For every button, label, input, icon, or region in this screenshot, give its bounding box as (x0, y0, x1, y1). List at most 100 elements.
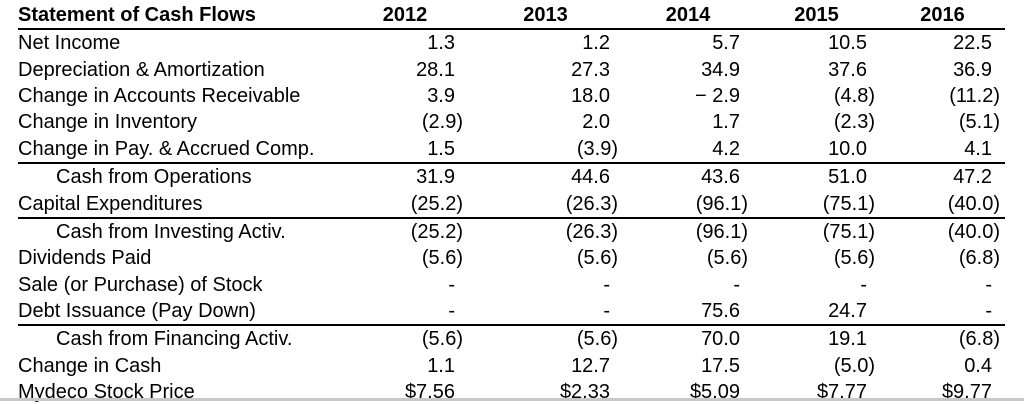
value-cell: 27.3 (571, 58, 610, 81)
value-cell: 17.5 (701, 354, 740, 377)
value-cell: 5.7 (712, 32, 740, 55)
table-row-depreciation-amortization: Depreciation & Amortization 28.1 27.3 34… (18, 56, 1005, 82)
value-cell: (25.2) (410, 192, 463, 215)
value-cell: (26.3) (565, 192, 618, 215)
value-cell: 47.2 (953, 166, 992, 189)
row-label: Capital Expenditures (18, 192, 203, 215)
row-label: Debt Issuance (Pay Down) (18, 300, 256, 323)
row-label: Cash from Operations (56, 166, 252, 189)
value-cell: 51.0 (828, 166, 867, 189)
value-cell: 10.0 (828, 137, 867, 160)
value-cell: - (603, 300, 610, 323)
value-cell: (5.6) (576, 247, 618, 270)
value-cell: 2.0 (582, 111, 610, 134)
table-row-debt-issuance: Debt Issuance (Pay Down) - - 75.6 24.7 - (18, 298, 1005, 325)
value-cell: 1.5 (427, 137, 455, 160)
value-cell: 1.2 (582, 32, 610, 55)
value-cell: (5.6) (421, 328, 463, 351)
value-cell: 3.9 (427, 84, 455, 107)
row-label: Cash from Financing Activ. (56, 328, 293, 351)
value-cell: 4.2 (712, 137, 740, 160)
value-cell: (96.1) (695, 192, 748, 215)
value-cell: - (603, 273, 610, 296)
value-cell: 34.9 (701, 58, 740, 81)
value-cell: - (448, 300, 455, 323)
row-label: Mydeco Stock Price (18, 381, 195, 404)
year-header-2014: 2014 (665, 4, 711, 26)
header-row: Statement of Cash Flows 2012 2013 2014 2… (18, 2, 1005, 29)
value-cell: (4.8) (833, 84, 875, 107)
value-cell: (40.0) (947, 220, 1000, 243)
value-cell: $5.09 (689, 381, 740, 404)
row-label: Net Income (18, 32, 121, 55)
statement-table: Statement of Cash Flows 2012 2013 2014 2… (18, 2, 1005, 404)
table-row-change-payables-accrued-comp: Change in Pay. & Accrued Comp. 1.5 (3.9)… (18, 136, 1005, 163)
value-cell: 70.0 (701, 328, 740, 351)
year-header-2015: 2015 (794, 4, 839, 26)
value-cell: - (985, 300, 992, 323)
value-cell: (96.1) (695, 220, 748, 243)
year-header-2016: 2016 (920, 4, 965, 26)
value-cell: (75.1) (822, 192, 875, 215)
value-cell: (2.9) (421, 111, 463, 134)
table-row-cash-from-financing: Cash from Financing Activ. (5.6) (5.6) 7… (18, 325, 1005, 352)
value-cell: 22.5 (953, 32, 992, 55)
table-row-capital-expenditures: Capital Expenditures (25.2) (26.3) (96.1… (18, 190, 1005, 217)
value-cell: 44.6 (571, 166, 610, 189)
row-label: Depreciation & Amortization (18, 58, 265, 81)
row-label: Change in Pay. & Accrued Comp. (18, 137, 315, 160)
row-label: Cash from Investing Activ. (56, 220, 286, 243)
value-cell: (5.6) (421, 247, 463, 270)
value-cell: - (733, 273, 740, 296)
value-cell: (2.3) (833, 111, 875, 134)
table-row-cash-from-operations: Cash from Operations 31.9 44.6 43.6 51.0… (18, 162, 1005, 190)
value-cell: 0.4 (964, 354, 992, 377)
year-header-2013: 2013 (523, 4, 568, 26)
row-label: Change in Cash (18, 354, 162, 377)
value-cell: (5.6) (706, 247, 748, 270)
value-cell: − 2.9 (694, 84, 740, 107)
value-cell: 1.7 (712, 111, 740, 134)
value-cell: (6.8) (958, 328, 1000, 351)
value-cell: (40.0) (947, 192, 1000, 215)
row-label: Change in Accounts Receivable (18, 84, 301, 107)
value-cell: 12.7 (571, 354, 610, 377)
value-cell: 31.9 (416, 166, 455, 189)
value-cell: (5.1) (958, 111, 1000, 134)
table-row-dividends-paid: Dividends Paid (5.6) (5.6) (5.6) (5.6) (… (18, 245, 1005, 271)
value-cell: (25.2) (410, 220, 463, 243)
value-cell: 36.9 (953, 58, 992, 81)
row-label: Dividends Paid (18, 247, 152, 270)
value-cell: 75.6 (701, 300, 740, 323)
value-cell: - (448, 273, 455, 296)
table-row-cash-from-investing: Cash from Investing Activ. (25.2) (26.3)… (18, 217, 1005, 245)
year-header-2012: 2012 (382, 4, 428, 26)
value-cell: 19.1 (828, 328, 867, 351)
value-cell: $7.77 (816, 381, 867, 404)
table-title: Statement of Cash Flows (18, 4, 256, 26)
bottom-divider (0, 398, 1024, 401)
value-cell: 10.5 (828, 32, 867, 55)
row-label: Sale (or Purchase) of Stock (18, 273, 263, 296)
value-cell: 43.6 (701, 166, 740, 189)
value-cell: (26.3) (565, 220, 618, 243)
value-cell: 28.1 (416, 58, 455, 81)
table-row-net-income: Net Income 1.3 1.2 5.7 10.5 22.5 (18, 29, 1005, 56)
value-cell: $7.56 (404, 381, 455, 404)
value-cell: - (860, 273, 867, 296)
value-cell: - (985, 273, 992, 296)
value-cell: (11.2) (949, 84, 1000, 107)
row-label: Change in Inventory (18, 111, 198, 134)
table-row-change-inventory: Change in Inventory (2.9) 2.0 1.7 (2.3) … (18, 109, 1005, 135)
value-cell: (3.9) (576, 137, 618, 160)
value-cell: $9.77 (941, 381, 992, 404)
table-row-change-in-cash: Change in Cash 1.1 12.7 17.5 (5.0) 0.4 (18, 353, 1005, 379)
value-cell: $2.33 (559, 381, 610, 404)
table-row-mydeco-stock-price: Mydeco Stock Price $7.56 $2.33 $5.09 $7.… (18, 379, 1005, 404)
table-row-sale-purchase-stock: Sale (or Purchase) of Stock - - - - - (18, 272, 1005, 298)
value-cell: 1.3 (427, 32, 455, 55)
value-cell: 37.6 (828, 58, 867, 81)
value-cell: (75.1) (822, 220, 875, 243)
value-cell: (5.6) (576, 328, 618, 351)
